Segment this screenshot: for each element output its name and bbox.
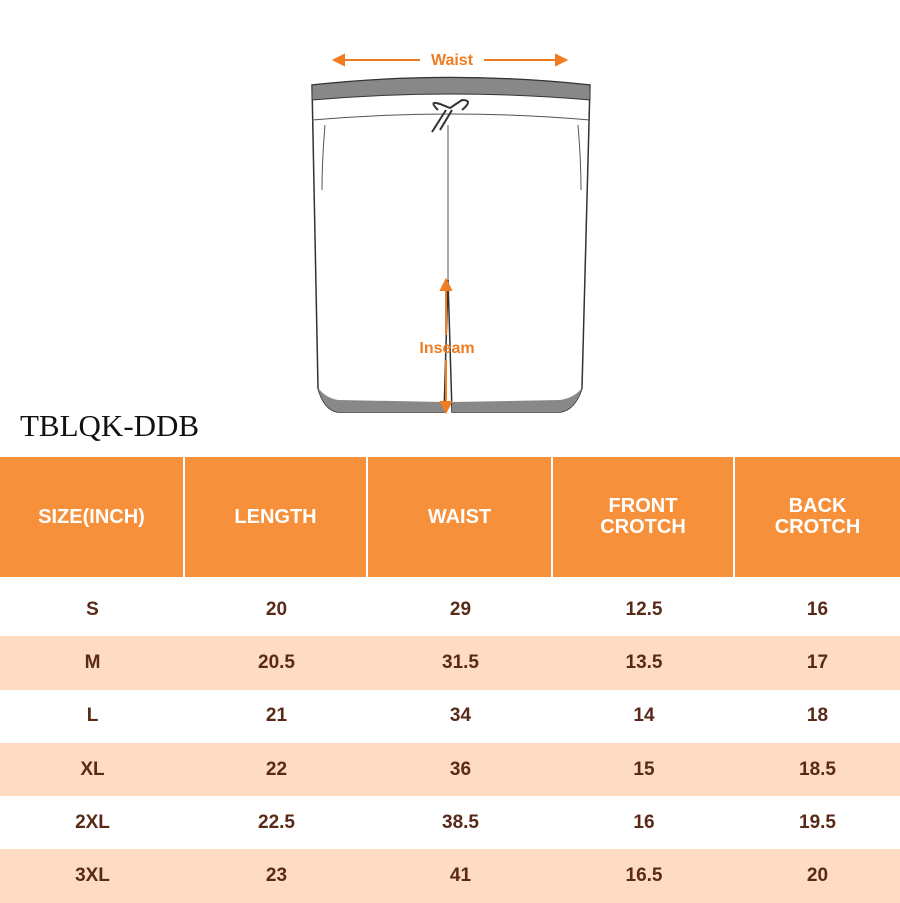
table-cell: 13.5 [625,651,663,673]
table-cell: 17 [806,651,829,673]
inseam-arrow [439,277,453,415]
shorts-body [311,76,591,413]
table-cell: 18 [806,705,829,727]
hem-left [318,388,444,412]
waist-label: Waist [431,52,474,69]
drawstring [431,98,469,133]
shorts-diagram: Waist Inseam [311,52,591,415]
table-cell: M [84,651,101,673]
table-cell: 29 [449,598,472,620]
table-cell: 16 [633,811,655,833]
table-row: M 20.5 31.5 13.5 17 [0,636,900,690]
hem-right [452,388,582,412]
table-cell: 34 [449,705,472,727]
table-cell: 20 [806,865,829,887]
table-cell: 23 [265,865,288,887]
inseam-label: Inseam [419,340,474,357]
column-header: LENGTH [185,457,368,577]
waist-arrow [331,53,569,67]
table-cell: S [86,598,99,620]
size-table: SIZE(INCH) LENGTH WAIST FRONT CROTCH BACK CR… [0,457,900,903]
table-cell: 22 [265,758,288,780]
table-row: 3XL 23 41 16.5 20 [0,849,900,903]
table-row: XL 22 36 15 18.5 [0,742,900,797]
table-cell: 16 [806,598,829,620]
column-header: BACK CROTCH [735,457,900,577]
waistband [311,77,591,101]
table-cell: 22.5 [258,811,295,833]
table-cell: 3XL [75,865,110,887]
product-code: TBLQK-DDB [20,408,200,443]
table-cell: 31.5 [442,651,479,673]
table-cell: 15 [633,758,655,780]
table-cell: 20 [265,598,288,620]
table-cell: 20.5 [258,651,295,673]
table-row: L 21 34 14 18 [0,690,900,743]
table-cell: 16.5 [625,865,663,887]
column-header: WAIST [368,457,553,577]
table-cell: 12.5 [625,598,663,620]
table-row: S 20 29 12.5 16 [0,583,900,636]
table-row: 2XL 22.5 38.5 16 19.5 [0,796,900,849]
column-header: SIZE(INCH) [0,457,185,577]
table-cell: 2XL [75,811,110,833]
table-cell: 38.5 [442,811,479,833]
table-cell: 21 [265,705,288,727]
header-row: SIZE(INCH) LENGTH WAIST FRONT CROTCH BACK CR… [0,457,900,577]
column-header: FRONT CROTCH [553,457,735,577]
table-cell: 41 [449,865,472,887]
table-cell: L [86,705,99,727]
table-cell: XL [80,758,105,780]
table-cell: 36 [449,758,472,780]
table-cell: 14 [633,705,655,727]
table-cell: 19.5 [799,811,836,833]
table-cell: 18.5 [799,758,836,780]
